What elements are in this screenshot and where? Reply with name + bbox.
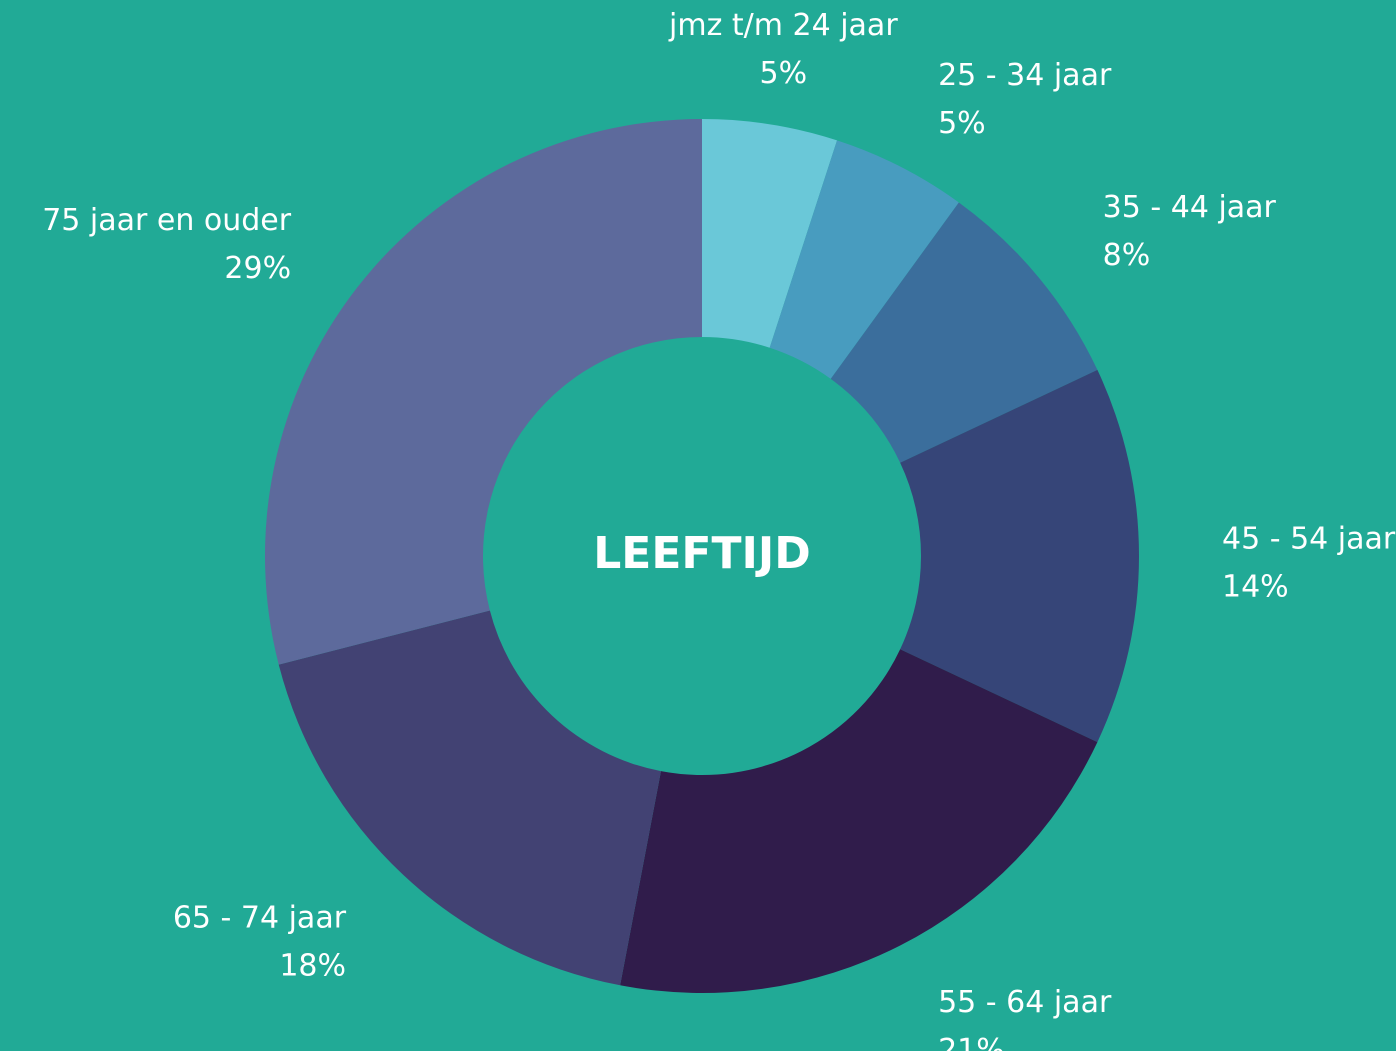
slice-value-label: 14% — [1222, 570, 1289, 605]
slice-value-label: 29% — [224, 251, 291, 286]
slice-label: 35 - 44 jaar — [1103, 190, 1277, 225]
slice — [264, 119, 702, 665]
slice — [278, 610, 661, 986]
slice-value-label: 18% — [279, 949, 346, 984]
slice-value-label: 21% — [938, 1033, 1005, 1051]
slice-label: jmz t/m 24 jaar — [668, 8, 898, 43]
slice — [830, 202, 1098, 463]
slice — [769, 140, 959, 379]
slice-label: 25 - 34 jaar — [938, 58, 1112, 93]
slice-value-label: 5% — [760, 56, 808, 91]
slice — [620, 649, 1098, 993]
slice — [702, 119, 838, 348]
chart-title: LEEFTIJD — [593, 528, 811, 579]
slice-label: 65 - 74 jaar — [173, 901, 347, 936]
slice-label: 75 jaar en ouder — [42, 203, 292, 238]
slice — [900, 369, 1139, 743]
slice-value-label: 5% — [938, 106, 986, 141]
slice-value-label: 8% — [1103, 238, 1151, 273]
slice-label: 45 - 54 jaar — [1222, 522, 1396, 557]
slice-label: 55 - 64 jaar — [938, 985, 1112, 1020]
